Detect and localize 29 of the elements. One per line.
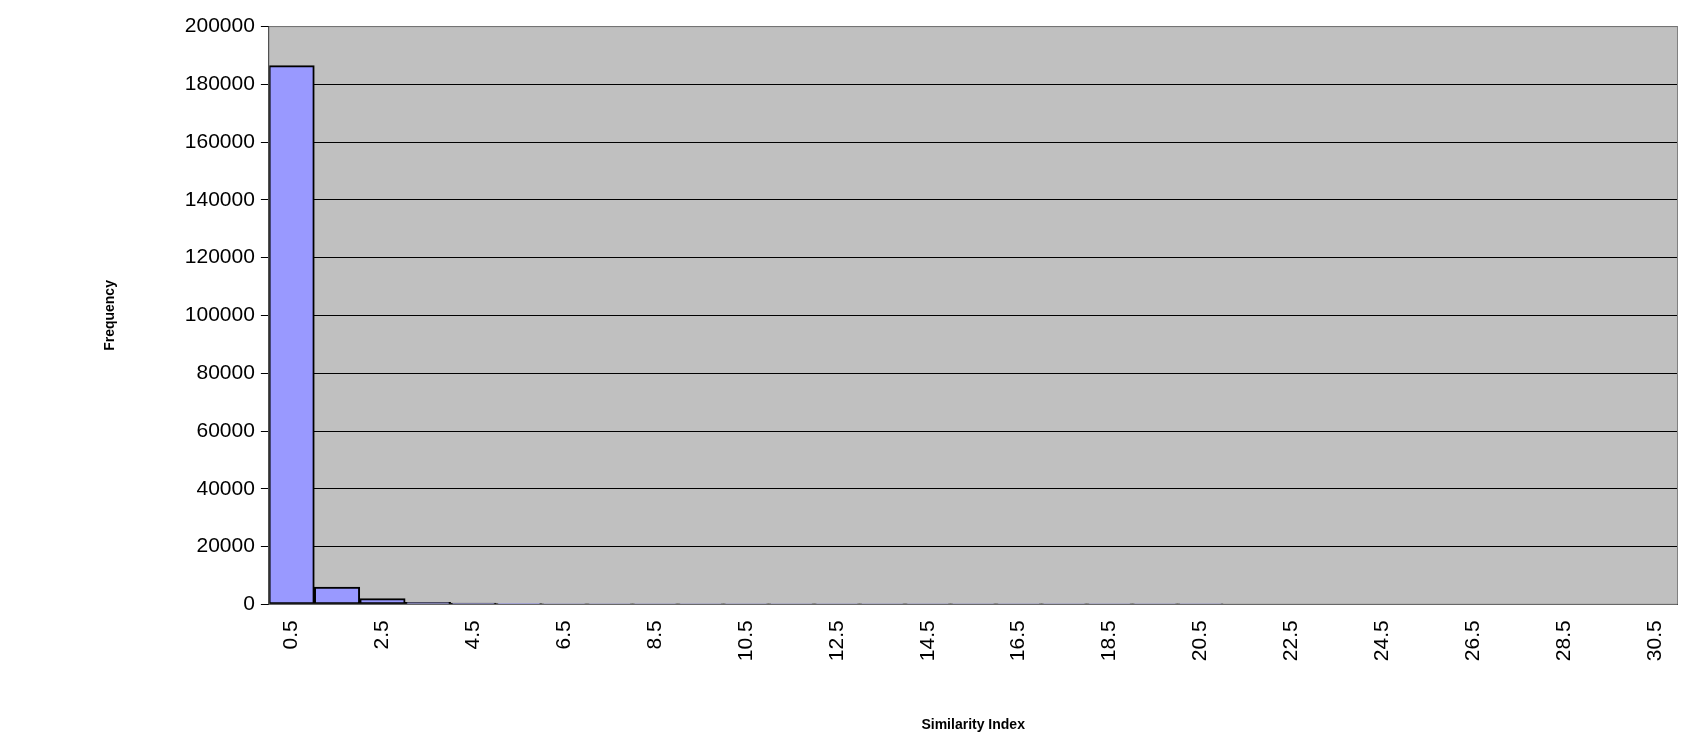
x-tick-label: 0.5 [278, 620, 302, 650]
x-tick-label: 6.5 [551, 620, 575, 650]
y-tick-label: 0 [243, 591, 255, 615]
x-tick-label: 10.5 [732, 620, 756, 662]
x-tick-label: 2.5 [369, 620, 393, 650]
y-tick-label: 180000 [184, 71, 255, 95]
x-tick-label: 28.5 [1550, 620, 1574, 662]
x-tick-label: 30.5 [1641, 620, 1665, 662]
x-tick-label: 14.5 [914, 620, 938, 662]
x-tick-label: 24.5 [1368, 620, 1392, 662]
y-tick-label: 100000 [184, 302, 255, 326]
x-tick-label: 12.5 [823, 620, 847, 662]
y-tick-label: 20000 [196, 533, 255, 557]
y-tick-label: 40000 [196, 475, 255, 499]
x-axis-title: Similarity Index [921, 716, 1026, 733]
y-tick-label: 80000 [196, 360, 255, 384]
x-tick-label: 26.5 [1459, 620, 1483, 662]
x-tick-label: 22.5 [1278, 620, 1302, 662]
x-tick-label: 8.5 [641, 620, 665, 650]
y-tick-label: 140000 [184, 186, 255, 210]
x-tick-label: 18.5 [1096, 620, 1120, 662]
y-tick-label: 160000 [184, 128, 255, 152]
y-tick-label: 120000 [184, 244, 255, 268]
x-tick-label: 20.5 [1187, 620, 1211, 662]
y-tick-label: 200000 [184, 13, 255, 37]
y-axis-title: Frequency [101, 279, 118, 351]
x-tick-label: 16.5 [1005, 620, 1029, 662]
x-tick-label: 4.5 [460, 620, 484, 650]
y-tick-label: 60000 [196, 417, 255, 441]
